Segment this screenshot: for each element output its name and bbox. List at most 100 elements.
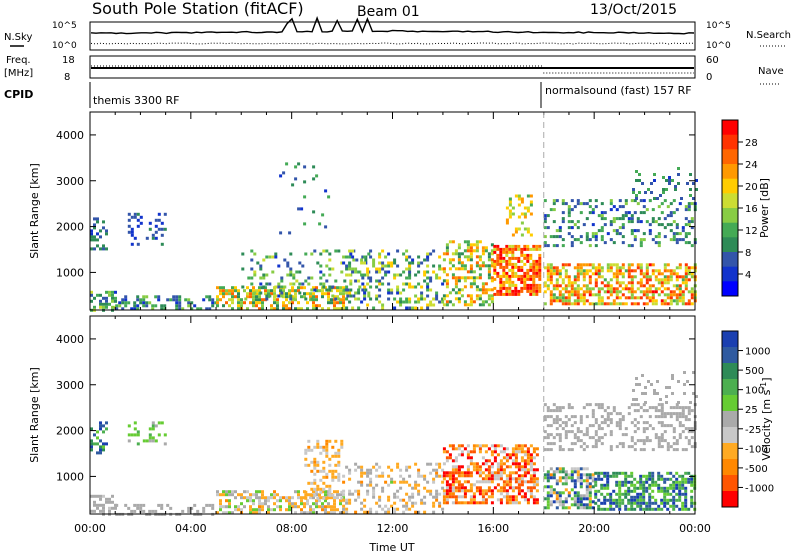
heatmap-cell xyxy=(408,261,412,265)
heatmap-cell xyxy=(487,477,491,481)
heatmap-cell xyxy=(657,489,661,493)
heatmap-cell xyxy=(219,292,222,296)
heatmap-cell xyxy=(303,286,306,290)
heatmap-cell xyxy=(381,303,385,307)
heatmap-cell xyxy=(636,480,640,484)
heatmap-cell xyxy=(270,307,273,311)
heatmap-cell xyxy=(576,470,580,474)
heatmap-cell xyxy=(538,265,542,269)
heatmap-cell xyxy=(636,296,640,300)
heatmap-cell xyxy=(520,489,524,493)
heatmap-cell xyxy=(139,298,143,302)
heatmap-cell xyxy=(93,433,96,437)
heatmap-cell xyxy=(256,261,260,265)
heatmap-cell xyxy=(387,297,391,301)
heatmap-cell xyxy=(93,503,96,507)
heatmap-cell xyxy=(93,235,96,239)
heatmap-cell xyxy=(252,511,255,515)
heatmap-cell xyxy=(475,294,479,298)
heatmap-cell xyxy=(241,252,245,256)
heatmap-cell xyxy=(660,439,664,443)
nsearch-line xyxy=(90,42,694,45)
heatmap-cell xyxy=(481,501,485,505)
heatmap-cell xyxy=(157,218,161,222)
heatmap-cell xyxy=(484,477,488,481)
heatmap-cell xyxy=(669,290,673,294)
heatmap-cell xyxy=(445,249,449,253)
heatmap-cell xyxy=(517,501,521,505)
heatmap-cell xyxy=(130,215,134,219)
heatmap-cell xyxy=(325,484,329,488)
heatmap-cell xyxy=(520,259,524,263)
heatmap-cell xyxy=(615,412,619,416)
heatmap-cell xyxy=(448,492,452,496)
heatmap-cell xyxy=(669,483,673,487)
heatmap-cell xyxy=(597,474,601,478)
heatmap-cell xyxy=(262,285,266,289)
heatmap-cell xyxy=(612,474,616,478)
heatmap-cell xyxy=(695,395,698,398)
heatmap-cell xyxy=(99,503,102,507)
heatmap-cell xyxy=(555,409,559,413)
heatmap-cell xyxy=(478,264,482,268)
heatmap-cell xyxy=(660,272,664,276)
heatmap-cell xyxy=(378,282,382,286)
heatmap-cell xyxy=(523,465,527,469)
heatmap-cell xyxy=(222,505,225,509)
heatmap-cell xyxy=(645,220,649,224)
heatmap-cell xyxy=(690,275,694,279)
heatmap-cell xyxy=(252,508,255,512)
heatmap-cell xyxy=(660,278,664,282)
heatmap-cell xyxy=(319,445,323,449)
heatmap-cell xyxy=(282,289,285,293)
heatmap-cell xyxy=(313,249,317,253)
heatmap-cell xyxy=(451,480,455,484)
heatmap-cell xyxy=(639,406,643,410)
heatmap-cell xyxy=(357,270,361,274)
heatmap-cell xyxy=(672,299,676,303)
heatmap-cell xyxy=(441,507,445,511)
heatmap-cell xyxy=(487,303,491,307)
heatmap-cell xyxy=(606,507,610,511)
heatmap-cell xyxy=(96,436,99,440)
heatmap-cell xyxy=(463,480,467,484)
heatmap-cell xyxy=(675,278,679,282)
heatmap-cell xyxy=(579,473,583,477)
heatmap-cell xyxy=(399,474,403,478)
heatmap-cell xyxy=(532,456,536,460)
heatmap-cell xyxy=(216,493,219,497)
heatmap-cell xyxy=(276,298,279,302)
heatmap-cell xyxy=(650,383,653,386)
heatmap-cell xyxy=(573,238,577,242)
heatmap-cell xyxy=(354,291,358,295)
heatmap-cell xyxy=(603,501,607,505)
heatmap-cell xyxy=(675,439,679,443)
heatmap-cell xyxy=(432,297,436,301)
heatmap-cell xyxy=(276,499,279,503)
heatmap-cell xyxy=(543,244,547,248)
heatmap-cell xyxy=(505,218,509,222)
heatmap-cell xyxy=(591,436,595,440)
heatmap-cell xyxy=(334,475,338,479)
heatmap-cell xyxy=(546,272,550,276)
heatmap-cell xyxy=(342,498,346,502)
heatmap-cell xyxy=(298,261,302,265)
heatmap-cell xyxy=(309,295,312,299)
heatmap-cell xyxy=(351,306,355,310)
heatmap-cell xyxy=(490,465,494,469)
heatmap-cell xyxy=(133,236,137,240)
heatmap-cell xyxy=(678,238,682,242)
heatmap-cell xyxy=(552,421,556,425)
heatmap-cell xyxy=(609,293,613,297)
heatmap-cell xyxy=(496,289,500,293)
heatmap-cell xyxy=(334,249,338,253)
heatmap-cell xyxy=(481,288,485,292)
heatmap-cell xyxy=(405,507,409,511)
heatmap-cell xyxy=(484,480,488,484)
heatmap-cell xyxy=(511,280,515,284)
heatmap-cell xyxy=(642,409,646,413)
heatmap-cell xyxy=(597,290,601,294)
heatmap-cell xyxy=(684,501,688,505)
heatmap-cell xyxy=(478,294,482,298)
heatmap-cell xyxy=(597,296,601,300)
